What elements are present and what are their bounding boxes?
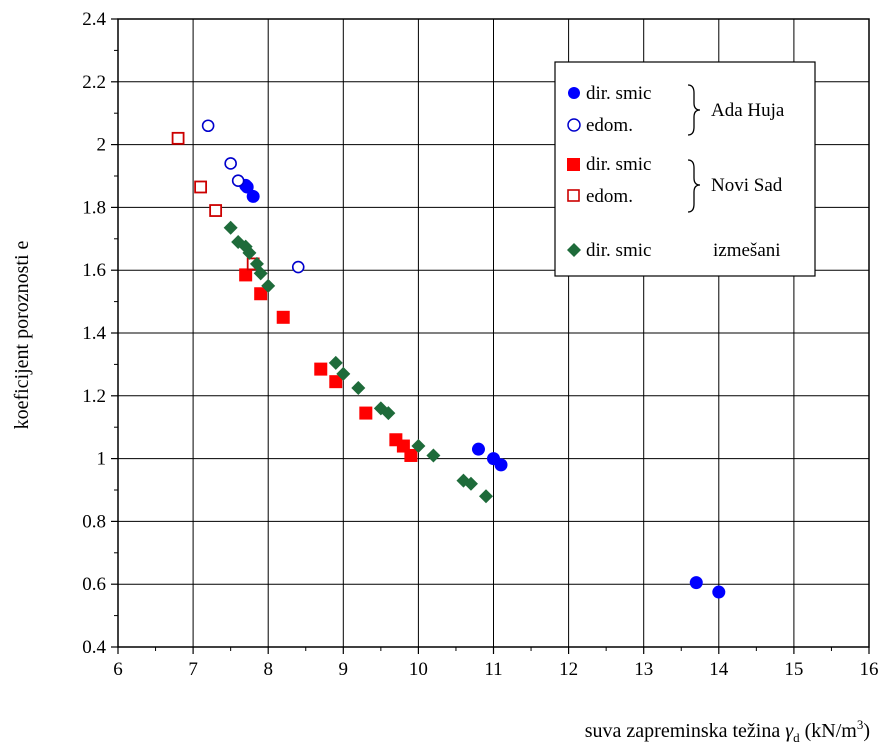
data-point-ada-huja-dir-smic <box>712 585 726 599</box>
x-tick-label: 10 <box>409 659 428 680</box>
legend-group-ada-huja: Ada Huja <box>711 100 785 121</box>
legend: dir. smic edom. Ada Huja dir. smic edom.… <box>554 61 816 277</box>
data-point-ada-huja-dir-smic <box>494 458 508 472</box>
x-tick-label: 6 <box>113 659 123 680</box>
y-tick-label: 2.2 <box>82 72 106 93</box>
data-point-novi-sad-edom <box>209 204 223 217</box>
y-tick-label: 1.2 <box>82 386 106 407</box>
legend-label-ada-huja-dir-smic: dir. smic <box>586 83 651 104</box>
legend-label-izmesani-dir-smic: dir. smic <box>586 240 651 261</box>
y-tick-label: 0.4 <box>82 637 106 658</box>
x-tick-label: 13 <box>634 659 653 680</box>
legend-group-novi-sad: Novi Sad <box>711 175 783 196</box>
data-point-novi-sad-dir-smic <box>314 362 328 376</box>
legend-label-novi-sad-dir-smic: dir. smic <box>586 154 651 175</box>
legend-box <box>554 61 816 277</box>
y-tick-label: 1 <box>97 449 107 470</box>
data-point-izme-ani-dir-smic <box>261 278 276 293</box>
legend-group-izmesani: izmešani <box>713 240 781 261</box>
x-axis-label-subscript: d <box>793 730 800 745</box>
y-axis-label: koeficijent poroznosti e <box>11 240 33 429</box>
legend-marker-novi-sad-edom <box>567 189 580 202</box>
legend-label-novi-sad-edom: edom. <box>586 186 633 207</box>
x-axis-label-unit-superscript: 3 <box>857 717 864 732</box>
data-point-ada-huja-edom <box>224 157 237 170</box>
data-point-novi-sad-dir-smic <box>404 448 418 462</box>
x-tick-label: 11 <box>484 659 502 680</box>
data-point-izme-ani-dir-smic <box>223 220 238 235</box>
y-tick-label: 0.6 <box>82 574 106 595</box>
data-point-novi-sad-dir-smic <box>329 375 343 389</box>
data-point-izme-ani-dir-smic <box>381 406 396 421</box>
legend-marker-novi-sad-dir-smic <box>567 158 580 171</box>
x-tick-label: 9 <box>339 659 349 680</box>
data-point-izme-ani-dir-smic <box>242 245 257 260</box>
data-point-izme-ani-dir-smic <box>351 380 366 395</box>
x-tick-label: 7 <box>188 659 198 680</box>
data-point-ada-huja-edom <box>291 260 305 274</box>
data-point-ada-huja-edom <box>201 119 215 133</box>
data-point-ada-huja-dir-smic <box>246 189 260 203</box>
y-tick-label: 2.4 <box>82 9 106 30</box>
legend-brace-ada-huja <box>687 84 701 136</box>
data-point-ada-huja-dir-smic <box>689 576 703 590</box>
data-point-novi-sad-dir-smic <box>254 287 268 301</box>
y-tick-label: 1.8 <box>82 197 106 218</box>
data-point-izme-ani-dir-smic <box>328 355 343 370</box>
x-tick-label: 8 <box>263 659 273 680</box>
data-points <box>171 119 726 599</box>
data-point-izme-ani-dir-smic <box>478 489 493 504</box>
axis-ticks <box>111 18 870 654</box>
x-axis-label-symbol: γ <box>785 720 794 742</box>
x-axis-label-unit: (kN/m <box>805 720 858 742</box>
legend-marker-ada-huja-dir-smic <box>568 87 580 99</box>
y-tick-label: 1.4 <box>82 323 106 344</box>
data-point-ada-huja-edom <box>231 174 245 188</box>
data-point-izme-ani-dir-smic <box>426 448 441 463</box>
legend-marker-ada-huja-edom <box>567 118 581 132</box>
y-tick-label: 2 <box>97 135 107 156</box>
x-tick-label: 14 <box>709 659 729 680</box>
data-point-izme-ani-dir-smic <box>463 476 478 491</box>
x-axis-label-text: suva zapreminska težina <box>585 720 781 742</box>
x-axis-label: suva zapreminska težina γd (kN/m3) <box>585 717 870 745</box>
x-tick-label: 16 <box>860 659 879 680</box>
legend-brace-novi-sad <box>687 159 701 213</box>
axis-tick-labels: 6 7 8 9 10 11 12 13 14 15 16 0.4 0.6 0.8 1 1.2 1.4 1.6 1.8… <box>82 9 878 680</box>
y-tick-label: 1.6 <box>82 260 106 281</box>
x-axis-label-unit-close: ) <box>863 720 870 742</box>
data-point-izme-ani-dir-smic <box>411 439 426 454</box>
data-point-ada-huja-dir-smic <box>240 180 254 194</box>
data-point-izme-ani-dir-smic <box>253 266 268 281</box>
legend-label-ada-huja-edom: edom. <box>586 115 633 136</box>
data-point-novi-sad-dir-smic <box>239 268 253 282</box>
x-tick-label: 15 <box>784 659 803 680</box>
x-tick-label: 12 <box>559 659 578 680</box>
data-point-novi-sad-edom <box>194 180 208 194</box>
legend-marker-izmesani-dir-smic <box>567 243 581 257</box>
data-point-izme-ani-dir-smic <box>336 366 351 381</box>
data-point-novi-sad-dir-smic <box>276 310 290 324</box>
data-point-novi-sad-dir-smic <box>359 406 373 420</box>
data-point-novi-sad-edom <box>171 131 185 145</box>
y-tick-label: 0.8 <box>82 511 106 532</box>
data-point-ada-huja-dir-smic <box>471 442 485 456</box>
